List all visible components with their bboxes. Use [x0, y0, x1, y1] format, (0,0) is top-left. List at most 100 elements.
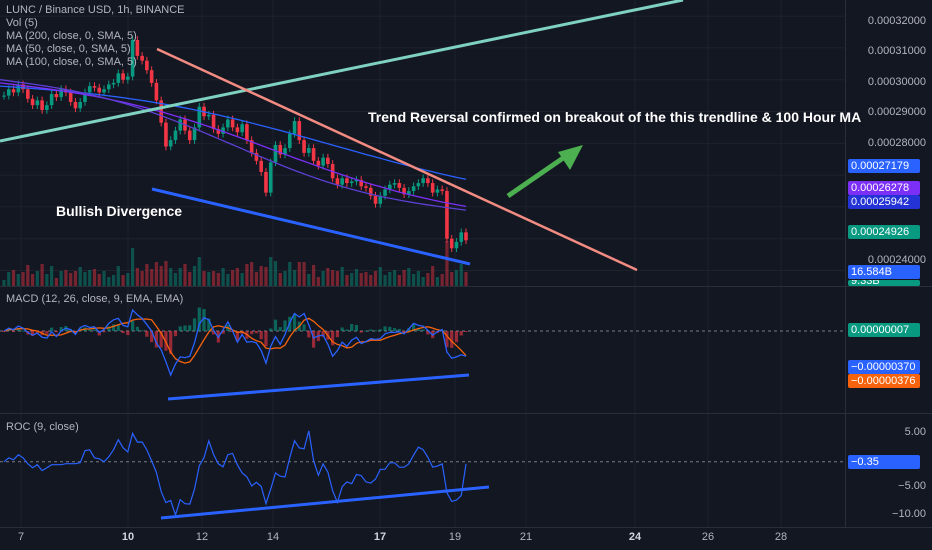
macd-histogram-bar [335, 331, 340, 338]
macd-histogram-bar [416, 327, 420, 331]
volume-bar [16, 274, 20, 286]
candle-body [307, 148, 311, 153]
candle-body [6, 89, 11, 96]
price-label: 0.00028000 [867, 137, 926, 149]
volume-bar [73, 271, 78, 286]
volume-bar [178, 268, 182, 286]
candle-body [397, 183, 402, 188]
candle-body [73, 101, 78, 109]
volume-bar [288, 262, 292, 286]
volume-bar [321, 271, 325, 286]
macd-histogram-bar [97, 331, 101, 336]
ma-line [0, 82, 467, 208]
volume-bar [169, 268, 173, 286]
macd-histogram-bar [16, 328, 20, 331]
symbol-title: LUNC / Binance USD, 1h, BINANCE [6, 4, 185, 16]
macd-histogram-bar [59, 327, 63, 331]
candle-body [407, 191, 411, 195]
pane-separators [0, 0, 932, 528]
candle-body [387, 184, 392, 190]
indicator-vol[interactable]: Vol (5) [6, 17, 38, 29]
candle-body [178, 119, 183, 131]
volume-bar [245, 264, 249, 286]
volume-bar [7, 272, 11, 286]
volume-bar [135, 268, 139, 286]
macd-histogram-bar [292, 314, 297, 331]
macd-histogram-bar [445, 331, 449, 348]
time-label: 28 [774, 531, 788, 543]
indicator-ma-100[interactable]: MA (100, close, 0, SMA, 5) [6, 56, 137, 68]
candle-body [426, 178, 430, 184]
candle-body [45, 105, 49, 110]
candle-body [83, 92, 87, 102]
volume-bar [250, 262, 254, 286]
roc-title[interactable]: ROC (9, close) [6, 421, 79, 433]
volume-bar [221, 268, 225, 286]
volume-bar [231, 270, 235, 286]
price-label: 0.00024000 [867, 254, 926, 266]
macd-histogram-bar [340, 327, 344, 331]
candle-body [164, 122, 168, 147]
macd-histogram-bar [412, 324, 416, 331]
volume-bar [11, 270, 16, 286]
candle-body [449, 238, 454, 249]
volume-bar [140, 271, 144, 286]
macd-histogram-bar [202, 309, 206, 331]
macd-histogram-bar [302, 324, 306, 331]
volume-bar [369, 275, 373, 286]
candle-body [111, 82, 116, 85]
macd-histogram-bar [2, 331, 6, 332]
candle-body [445, 191, 449, 239]
macd-histogram-bar [121, 331, 125, 334]
macd-histogram-bar [259, 331, 263, 340]
volume-bar [431, 266, 435, 286]
volume-bar [440, 274, 444, 286]
macd-line-tag: −0.00000370 [848, 360, 920, 374]
candle-body [402, 187, 406, 195]
candle-body [135, 39, 140, 56]
macd-histogram-bar [126, 331, 130, 336]
macd-histogram-bar [421, 329, 425, 331]
macd-title[interactable]: MACD (12, 26, close, 9, EMA, EMA) [6, 293, 184, 305]
candle-body [302, 140, 306, 153]
roc-label: −5.00 [898, 480, 926, 492]
volume-bar [59, 271, 63, 286]
macd-histogram-bar [450, 331, 454, 348]
macd-histogram-bar [402, 331, 406, 332]
macd-histogram-bar [378, 329, 382, 331]
candle-body [240, 124, 244, 133]
macd-histogram-bar [350, 324, 354, 331]
macd-histogram-bar [107, 326, 111, 331]
volume-bar [435, 277, 440, 286]
volume-bar [259, 266, 263, 286]
macd-histogram-bar [45, 331, 49, 334]
macd-divergence-line [167, 373, 470, 401]
volume-bar [450, 272, 454, 286]
macd-signal-line [3, 317, 467, 364]
volume-bar [340, 267, 344, 286]
volume-bar [354, 269, 359, 286]
volume-bar [92, 269, 97, 286]
volume-bar [240, 273, 244, 286]
roc-value-tag: −0.35 [848, 455, 920, 469]
indicator-ma-200[interactable]: MA (200, close, 0, SMA, 5) [6, 30, 137, 42]
candle-body [249, 140, 254, 153]
candle-body [345, 178, 349, 184]
volume-bar [88, 270, 92, 286]
indicator-ma-50[interactable]: MA (50, close, 0, SMA, 5) [6, 43, 131, 55]
volume-bar [283, 271, 287, 286]
volume-bar [235, 268, 239, 286]
macd-histogram-bar [264, 331, 268, 347]
volume-bar [130, 248, 135, 286]
time-label: 10 [121, 531, 135, 543]
candle-body [368, 187, 373, 196]
macd-histogram-bar [273, 319, 278, 331]
volume-bar [188, 272, 192, 286]
candle-body [211, 114, 216, 130]
candle-body [340, 178, 344, 185]
candle-body [378, 195, 383, 204]
candle-body [216, 129, 221, 134]
time-label: 21 [519, 531, 533, 543]
candle-body [416, 183, 421, 187]
